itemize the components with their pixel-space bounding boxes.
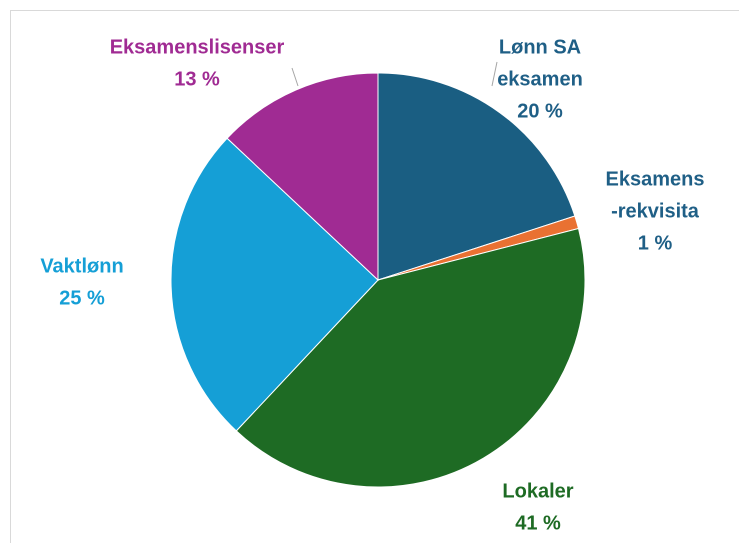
- slice-label: eksamen: [497, 68, 583, 90]
- leader-line: [491, 61, 498, 87]
- pie-slice: [377, 72, 576, 281]
- leader-line: [291, 67, 299, 87]
- slice-label: Vaktlønn: [40, 255, 123, 277]
- pie-slice: [235, 227, 586, 488]
- value-label: 13 %: [174, 68, 220, 90]
- chart-border: [10, 10, 739, 543]
- slice-label: Eksamens: [606, 168, 705, 190]
- value-label: 41 %: [515, 512, 561, 534]
- slice-label: Lokaler: [502, 480, 573, 502]
- value-label: 25 %: [59, 287, 105, 309]
- value-label: 1 %: [638, 232, 673, 254]
- pie-slice: [226, 72, 379, 282]
- slice-label: Lønn SA: [499, 36, 581, 58]
- slice-label: Eksamenslisenser: [110, 36, 285, 58]
- value-label: 20 %: [517, 100, 563, 122]
- slice-label: -rekvisita: [611, 200, 700, 222]
- pie-slice: [170, 137, 379, 432]
